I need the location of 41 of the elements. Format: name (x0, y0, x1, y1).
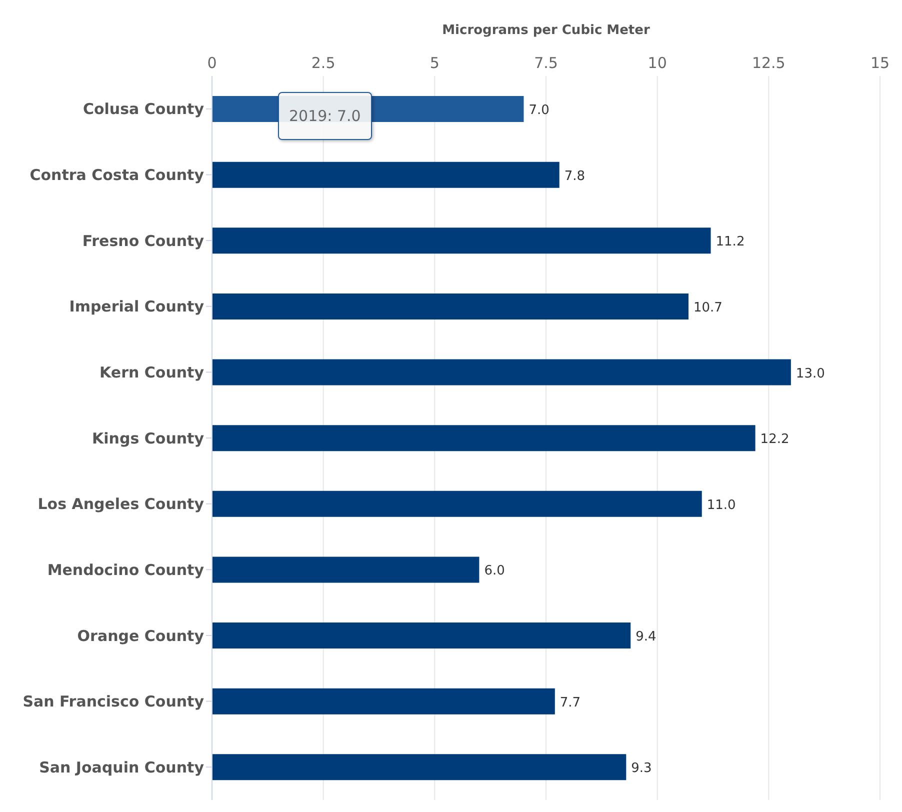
y-tick-label: Kings County (92, 429, 204, 448)
x-tick-label: 15 (870, 54, 890, 72)
data-label: 11.2 (716, 234, 745, 250)
x-tick-label: 7.5 (534, 54, 558, 72)
y-tick-label: Mendocino County (47, 560, 204, 579)
bar (212, 490, 702, 517)
x-tick-label: 12.5 (752, 54, 786, 72)
data-label: 7.7 (560, 695, 581, 710)
y-tick-label: Imperial County (69, 298, 204, 316)
data-label: 9.3 (631, 761, 652, 776)
y-tick-label: Contra Costa County (30, 166, 204, 184)
data-label: 7.8 (564, 168, 586, 184)
x-tick-label: 10 (648, 54, 667, 72)
tooltip-box: 2019: 7.0 (278, 92, 372, 140)
bar (212, 688, 555, 714)
bar (212, 622, 631, 649)
data-label: 12.2 (760, 432, 790, 448)
x-tick-label: 5 (430, 54, 440, 72)
data-label: 10.7 (694, 300, 722, 316)
data-label: 6.0 (484, 564, 505, 579)
y-tick-label: Kern County (100, 364, 204, 382)
y-tick-label: Fresno County (82, 232, 204, 250)
data-label: 7.0 (528, 103, 550, 118)
data-label: 9.4 (636, 630, 656, 645)
bar (212, 228, 711, 254)
x-tick-label: 0 (207, 54, 217, 72)
x-axis-title: Micrograms per Cubic Meter (442, 23, 650, 38)
y-tick-label: San Francisco County (22, 692, 204, 711)
x-tick-label: 2.5 (311, 54, 336, 72)
y-tick-label: Los Angeles County (38, 495, 204, 514)
bar (212, 425, 756, 452)
y-tick-label: Colusa County (82, 100, 204, 118)
bar (212, 754, 626, 780)
bar (212, 162, 560, 188)
bar (212, 293, 689, 320)
y-tick-label: San Joaquin County (39, 758, 204, 776)
data-label: 11.0 (706, 498, 736, 513)
y-tick-label: Orange County (77, 626, 204, 645)
bar (212, 556, 480, 583)
bar (212, 359, 791, 386)
data-label: 13.0 (796, 366, 825, 382)
